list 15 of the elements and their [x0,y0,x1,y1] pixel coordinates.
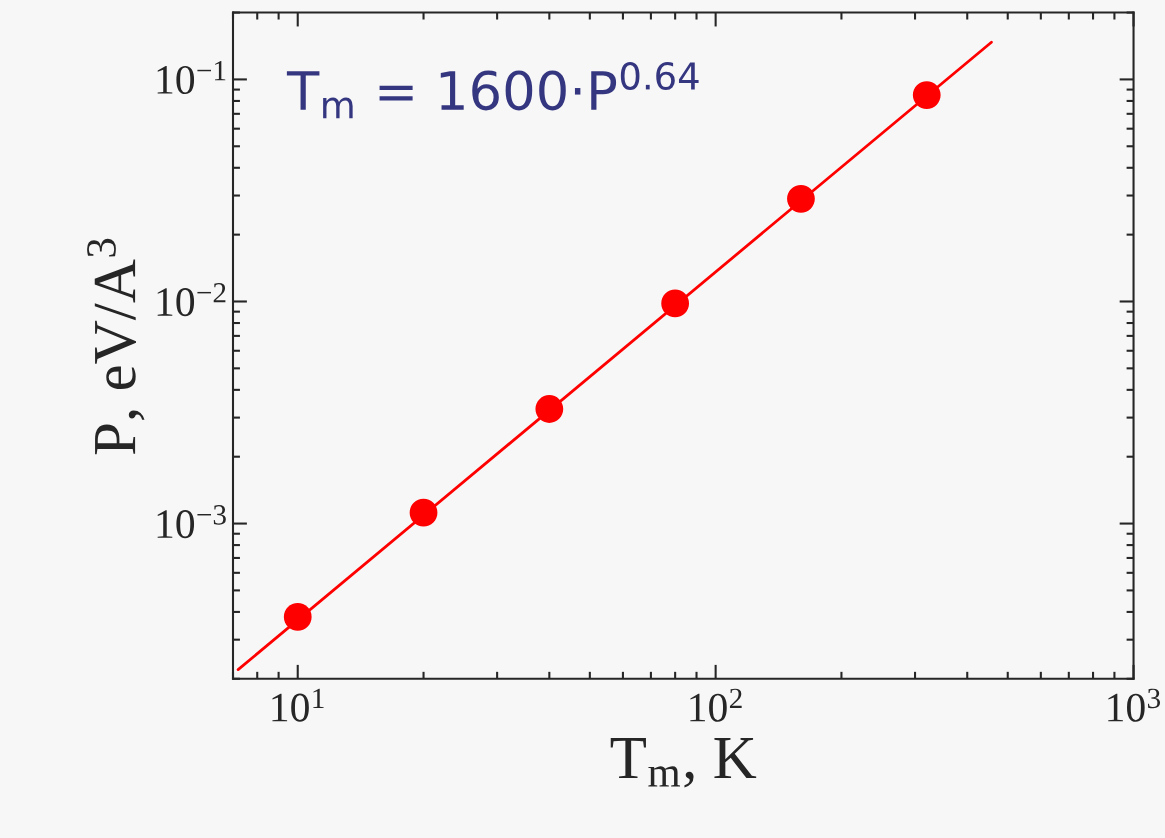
point [283,602,312,631]
x-axis-title: T$_{m}$, K [610,738,757,788]
point [787,184,815,213]
annotation: T$_{m}$ = 1600·P$^{0.64}$ [286,62,699,119]
x-tick-label: 10$^{2}$ [690,688,742,722]
y-tick-label: 10$^{−2}$ [157,283,226,317]
point [409,498,438,527]
point [535,395,564,423]
point [661,289,690,318]
point [912,81,941,109]
x-tick-label: 10$^{1}$ [272,688,324,722]
x-tick-label: 10$^{3}$ [1108,688,1161,722]
y-tick-label: 10$^{−1}$ [157,60,226,95]
y-axis-title: P, eV/A$^{3}$ [87,238,145,455]
y-tick-label: 10$^{−3}$ [157,505,226,539]
